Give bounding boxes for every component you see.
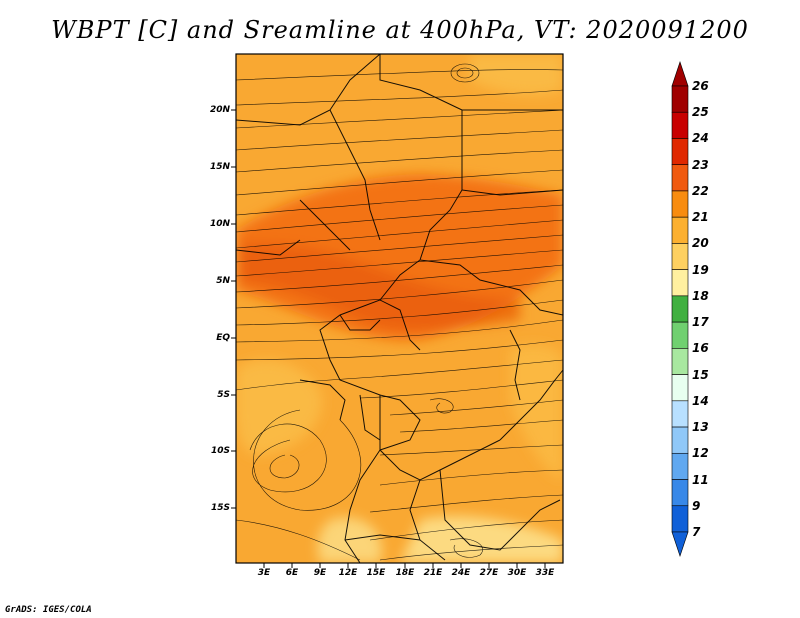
colorbar-label: 20 [692,236,709,251]
wbpt-cool-patch-central [317,517,382,563]
colorbar-label: 12 [692,446,709,461]
colorbar-swatch [671,426,689,454]
lon-label-15e: 15E [366,568,386,578]
colorbar-swatch [671,216,689,244]
wbpt-cool-patch-ne [470,54,563,96]
colorbar-label: 25 [692,105,709,120]
colorbar-swatch [671,164,689,192]
lat-label-5s: 5S [217,390,230,400]
colorbar-swatch [671,505,689,533]
colorbar-swatch [671,374,689,402]
country-borders [236,54,563,563]
lon-label-12e: 12E [338,568,358,578]
lon-label-9e: 9E [313,568,327,578]
colorbar-label: 14 [692,393,709,408]
lon-label-24e: 24E [451,568,471,578]
lon-label-27e: 27E [479,568,499,578]
colorbar-label: 24 [692,131,709,146]
lat-label-10s: 10S [210,446,230,456]
colorbar-swatch [671,295,689,323]
colorbar-swatch [671,243,689,270]
colorbar-label: 7 [692,525,701,539]
colorbar-swatch [671,321,689,349]
colorbar-label: 11 [692,472,709,487]
wbpt-cool-patch-sw [236,359,322,455]
streamlines [236,63,563,561]
colorbar-label: 18 [692,288,709,303]
lon-label-33e: 33E [535,568,555,578]
colorbar-label: 13 [692,420,709,435]
lat-label-15n: 15N [209,162,230,172]
wbpt-field [236,54,563,563]
colorbar-label: 19 [692,262,709,277]
lat-ticks [231,109,236,509]
lat-label-eq: EQ [216,333,230,343]
colorbar-top-arrow [671,61,689,87]
colorbar-label: 16 [692,341,709,356]
lon-ticks [263,563,546,568]
lon-label-6e: 6E [285,568,299,578]
colorbar-swatch [671,190,689,218]
colorbar-swatch [671,479,689,507]
colorbar-bottom-arrow [671,531,689,557]
colorbar-label: 15 [692,367,709,382]
colorbar-swatch [671,111,689,139]
colorbar-label: 9 [692,498,701,513]
lon-label-18e: 18E [395,568,415,578]
lon-label-30e: 30E [507,568,527,578]
lat-label-20n: 20N [209,105,230,115]
colorbar-swatch [671,138,689,166]
page-title: WBPT [C] and Sreamline at 400hPa, VT: 20… [51,16,749,44]
wbpt-hot-core [240,244,520,330]
map-frame [235,53,564,564]
colorbar-label: 23 [692,157,709,172]
colorbar [671,61,689,557]
lat-label-10n: 10N [209,219,230,229]
colorbar-swatch [671,269,689,297]
lat-label-15s: 15S [210,503,230,513]
lat-label-5n: 5N [216,276,230,286]
colorbar-swatch [671,452,689,480]
colorbar-swatch [671,85,689,113]
colorbar-label: 22 [692,183,709,198]
credit-text: GrADS: IGES/COLA [5,605,92,615]
colorbar-label: 26 [692,79,709,93]
lon-label-21e: 21E [423,568,443,578]
colorbar-swatch [671,348,689,375]
lon-label-3e: 3E [257,568,271,578]
colorbar-swatch [671,400,689,428]
colorbar-label: 21 [692,210,709,225]
wbpt-cool-patch-east [510,344,563,480]
colorbar-label: 17 [692,315,709,330]
